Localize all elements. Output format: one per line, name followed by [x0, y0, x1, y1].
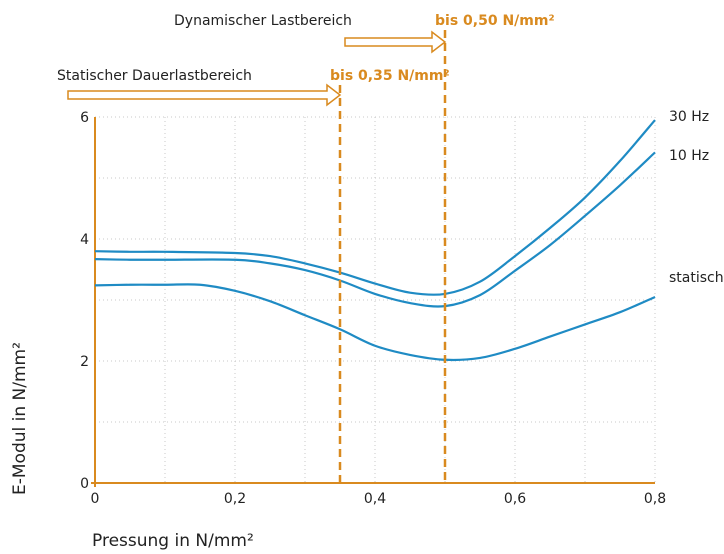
y-axis-title: E-Modul in N/mm²	[10, 342, 30, 495]
x-tick-label: 0	[91, 491, 100, 507]
x-tick-label: 0,6	[504, 491, 526, 507]
y-tick-label: 6	[80, 110, 89, 126]
grid	[95, 116, 656, 483]
x-axis-title: Pressung in N/mm²	[92, 531, 254, 551]
series-label-statisch: statisch	[669, 270, 724, 286]
series-line-statisch	[94, 283, 656, 362]
y-tick-label: 0	[80, 476, 89, 492]
dynamic-limit-label: bis 0,50 N/mm²	[435, 13, 555, 29]
series-lines	[94, 119, 656, 362]
x-tick-label: 0,8	[644, 491, 666, 507]
axes	[91, 117, 655, 487]
series-line-10hz	[94, 151, 656, 308]
series-label-30hz: 30 Hz	[669, 109, 709, 125]
static-range-arrow	[67, 83, 342, 107]
dynamic-range-arrow	[344, 30, 447, 54]
y-tick-label: 2	[80, 354, 89, 370]
series-line-30hz	[94, 119, 656, 296]
dynamic-range-label: Dynamischer Lastbereich	[174, 13, 352, 29]
static-range-label: Statischer Dauerlastbereich	[57, 68, 252, 84]
x-tick-label: 0,4	[364, 491, 386, 507]
series-label-10hz: 10 Hz	[669, 148, 709, 164]
static-limit-label: bis 0,35 N/mm²	[330, 68, 450, 84]
annotations	[67, 30, 447, 483]
tick-labels: 0 0,2 0,4 0,6 0,8 0 2 4 6	[80, 110, 666, 507]
y-tick-label: 4	[80, 232, 89, 248]
x-tick-label: 0,2	[224, 491, 246, 507]
